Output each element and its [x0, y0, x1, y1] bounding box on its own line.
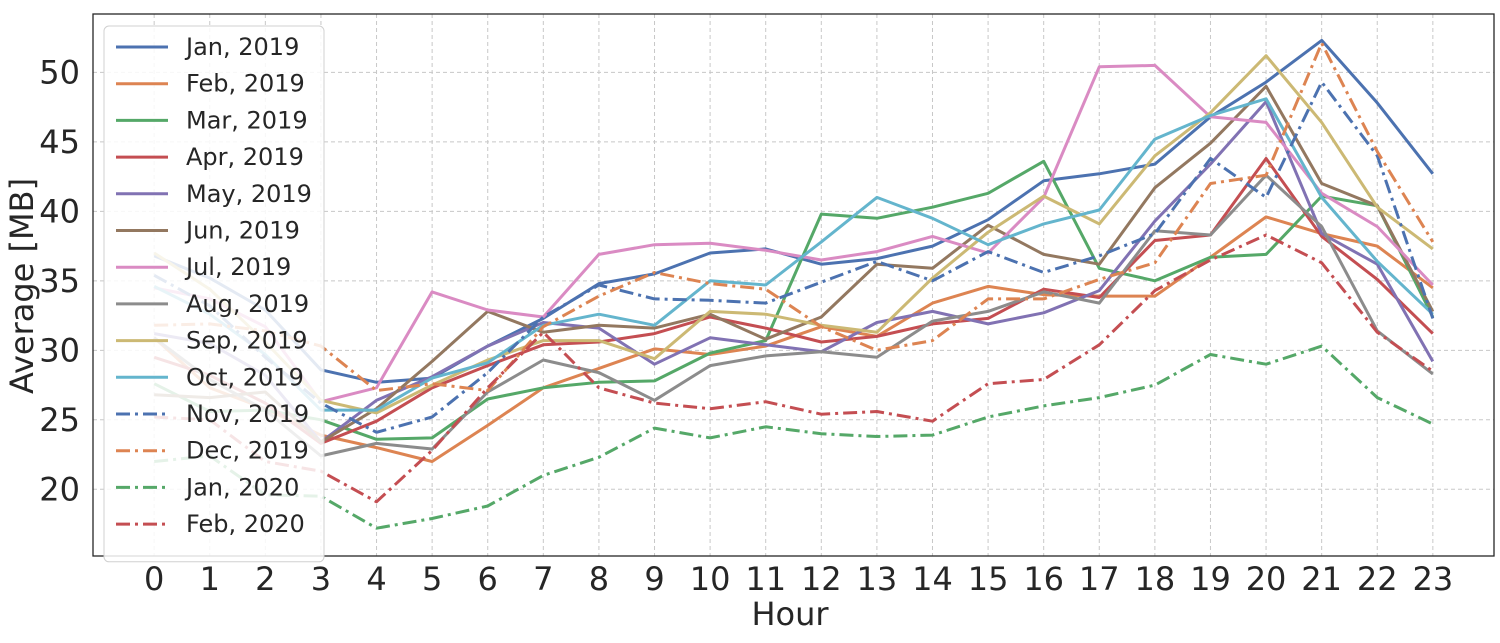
y-tick-label: 30	[39, 331, 80, 369]
y-axis-title: Average [MB]	[3, 178, 41, 394]
series-line	[153, 157, 1434, 445]
legend-label: Feb, 2019	[186, 70, 305, 98]
legend-label: Sep, 2019	[186, 327, 308, 355]
y-axis-ticks: 20 25 30 35 40 45 50	[39, 53, 80, 508]
x-tick-label: 11	[745, 560, 786, 598]
legend-box	[103, 25, 325, 563]
legend-label: Feb, 2020	[186, 510, 305, 538]
y-tick-label: 20	[39, 470, 80, 508]
y-tick-label: 40	[39, 192, 80, 230]
x-tick-label: 16	[1023, 560, 1064, 598]
x-tick-label: 19	[1190, 560, 1231, 598]
series-line	[153, 97, 1434, 412]
series-line	[154, 84, 1435, 444]
y-tick-label: 50	[39, 53, 80, 91]
legend-label: Jul, 2019	[184, 253, 291, 281]
legend-label: Dec, 2019	[186, 437, 309, 465]
x-tick-label: 2	[255, 560, 275, 598]
x-tick-label: 5	[422, 560, 442, 598]
x-tick-label: 12	[801, 560, 842, 598]
x-tick-label: 13	[857, 560, 898, 598]
x-tick-label: 8	[589, 560, 609, 598]
series-line	[153, 159, 1435, 441]
x-tick-label: 10	[690, 560, 731, 598]
x-tick-label: 14	[912, 560, 953, 598]
y-tick-label: 35	[39, 262, 80, 300]
legend-label: Nov, 2019	[186, 400, 309, 428]
x-axis-ticks: 0 1 2 3 4 5 6 7 8 9 10 11 12 13 14 15 16 17 18 19 20 21 22 23	[144, 560, 1453, 598]
x-tick-label: 15	[968, 560, 1009, 598]
series-lines	[153, 38, 1435, 530]
x-tick-label: 23	[1412, 560, 1453, 598]
x-tick-label: 0	[144, 560, 164, 598]
legend-label: Jan, 2020	[184, 473, 299, 501]
y-tick-label: 45	[39, 123, 80, 161]
series-line	[154, 344, 1434, 530]
series-line	[153, 80, 1435, 434]
series-line	[153, 173, 1434, 458]
x-tick-label: 9	[644, 560, 664, 598]
legend-label: Jun, 2019	[184, 217, 300, 245]
x-tick-label: 6	[478, 560, 498, 598]
legend-label: Apr, 2019	[186, 143, 304, 171]
x-tick-label: 21	[1301, 560, 1342, 598]
legend-label: Oct, 2019	[186, 363, 304, 391]
x-tick-label: 7	[533, 560, 553, 598]
x-tick-label: 18	[1135, 560, 1176, 598]
plot-frame	[92, 13, 1495, 557]
grid	[93, 14, 1494, 556]
x-axis-title: Hour	[751, 595, 829, 633]
series-line	[154, 233, 1434, 504]
series-line	[153, 63, 1434, 404]
legend-label: Aug, 2019	[186, 290, 309, 318]
series-line	[153, 100, 1435, 444]
legend-label: Jan, 2019	[184, 33, 299, 61]
series-line	[154, 41, 1435, 393]
legend-label: Mar, 2019	[186, 106, 308, 134]
x-tick-label: 3	[311, 560, 331, 598]
legend-label: May, 2019	[186, 180, 312, 208]
x-tick-label: 20	[1246, 560, 1287, 598]
y-tick-label: 25	[39, 401, 80, 439]
x-tick-label: 22	[1357, 560, 1398, 598]
x-tick-label: 1	[200, 560, 220, 598]
x-tick-label: 4	[366, 560, 386, 598]
legend: Jan, 2019 Feb, 2019 Mar, 2019 Apr, 2019 May,…	[103, 25, 325, 563]
x-tick-label: 17	[1079, 560, 1120, 598]
